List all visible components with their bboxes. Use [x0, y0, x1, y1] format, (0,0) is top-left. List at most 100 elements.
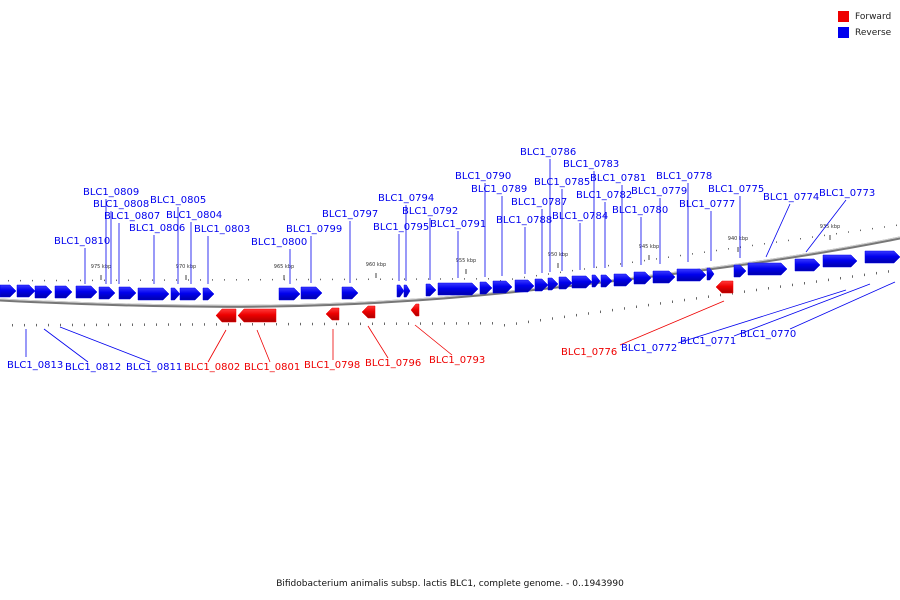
- blc1-0790-glyph: [479, 281, 493, 295]
- legend-item-forward: Forward: [838, 9, 898, 24]
- minor-dot: [456, 322, 457, 325]
- blc1-0771-glyph: [864, 250, 900, 264]
- blc1-0776-leader: [619, 300, 725, 346]
- minor-dot: [8, 279, 9, 282]
- blc1-0794-label: BLC1_0794: [378, 193, 434, 204]
- blc1-0809-glyph: [75, 285, 98, 299]
- blc1-0810-label: BLC1_0810: [54, 236, 110, 247]
- minor-dot: [416, 278, 417, 280]
- minor-dot: [680, 254, 681, 257]
- minor-dot: [308, 278, 309, 281]
- legend-item-reverse: Reverse: [838, 25, 898, 40]
- minor-dot: [528, 320, 529, 324]
- minor-dot: [668, 256, 669, 258]
- minor-dot: [612, 308, 613, 312]
- minor-dot: [648, 303, 649, 307]
- minor-dot: [56, 279, 57, 282]
- minor-dot: [656, 258, 657, 260]
- blc1-0801-leader: [256, 329, 271, 363]
- blc1-0808-label: BLC1_0808: [93, 199, 149, 210]
- blc1-0809-label: BLC1_0809: [83, 187, 139, 198]
- blc1-0794-glyph: [403, 284, 411, 298]
- minor-dot: [48, 323, 49, 327]
- blc1-0792-glyph: [425, 283, 437, 297]
- blc1-0797-label: BLC1_0797: [322, 209, 378, 220]
- minor-dot: [204, 323, 205, 326]
- minor-dot: [744, 290, 745, 293]
- blc1-0797-glyph: [341, 286, 359, 300]
- minor-dot: [584, 268, 585, 270]
- minor-dot: [32, 279, 33, 282]
- scale-label: 945 kbp: [639, 244, 659, 250]
- legend: Forward Reverse: [838, 9, 898, 41]
- minor-dot: [540, 318, 541, 322]
- minor-dot: [324, 322, 325, 326]
- scale-label: 940 kbp: [728, 236, 748, 242]
- minor-dot: [44, 279, 45, 282]
- minor-dot: [408, 322, 409, 325]
- minor-dot: [692, 253, 693, 255]
- minor-dot: [800, 238, 801, 240]
- genome-caption: Bifidobacterium animalis subsp. lactis B…: [276, 579, 624, 589]
- minor-dot: [152, 279, 153, 281]
- blc1-0796-label: BLC1_0796: [365, 358, 421, 369]
- minor-dot: [876, 271, 877, 275]
- blc1-0800-glyph: [278, 287, 301, 301]
- minor-dot: [12, 323, 13, 327]
- blc1-0789-glyph: [492, 280, 513, 294]
- minor-dot: [440, 278, 441, 280]
- minor-dot: [36, 323, 37, 327]
- minor-dot: [192, 323, 193, 326]
- blc1-0810-glyph: [54, 285, 73, 299]
- blc1-0781-label: BLC1_0781: [590, 173, 646, 184]
- blc1-0812-label: BLC1_0812: [65, 362, 121, 373]
- minor-dot: [392, 278, 393, 280]
- blc1-0773-glyph: [794, 258, 821, 272]
- minor-dot: [236, 279, 237, 281]
- minor-dot: [240, 323, 241, 326]
- minor-dot: [860, 229, 861, 232]
- blc1-0793-leader: [414, 324, 453, 356]
- minor-dot: [444, 322, 445, 325]
- scale-label: 935 kbp: [820, 224, 840, 230]
- minor-dot: [180, 323, 181, 326]
- minor-dot: [504, 324, 505, 327]
- blc1-0796-glyph: [361, 305, 376, 319]
- minor-dot: [552, 317, 553, 320]
- minor-dot: [176, 279, 177, 281]
- blc1-0779-label: BLC1_0779: [631, 186, 687, 197]
- blc1-0774-label: BLC1_0774: [763, 192, 819, 203]
- minor-dot: [836, 232, 837, 235]
- minor-dot: [300, 322, 301, 326]
- blc1-0780-glyph: [633, 271, 652, 285]
- blc1-0775-glyph: [733, 264, 747, 278]
- minor-dot: [428, 278, 429, 280]
- blc1-0772-glyph: [822, 254, 858, 268]
- blc1-0778-glyph: [676, 268, 707, 282]
- minor-dot: [432, 322, 433, 325]
- blc1-0788-glyph: [514, 279, 535, 293]
- minor-dot: [512, 278, 513, 280]
- blc1-0772-label: BLC1_0772: [621, 343, 677, 354]
- minor-dot: [812, 236, 813, 238]
- blc1-0807-glyph: [118, 286, 137, 300]
- blc1-0806-glyph: [137, 287, 170, 301]
- minor-dot: [188, 279, 189, 281]
- minor-dot: [888, 270, 889, 273]
- minor-dot: [696, 297, 697, 300]
- minor-dot: [260, 278, 261, 281]
- minor-dot: [200, 279, 201, 281]
- blc1-0811-glyph: [34, 285, 53, 299]
- minor-dot: [608, 264, 609, 267]
- blc1-0773-label: BLC1_0773: [819, 188, 875, 199]
- minor-dot: [140, 279, 141, 281]
- blc1-0776-glyph: [715, 280, 734, 294]
- minor-dot: [116, 279, 117, 282]
- blc1-0789-label: BLC1_0789: [471, 184, 527, 195]
- blc1-0799-glyph: [300, 286, 323, 300]
- blc1-0786-glyph: [547, 277, 559, 291]
- minor-dot: [684, 298, 685, 302]
- blc1-0779-glyph: [652, 270, 676, 284]
- minor-dot: [788, 239, 789, 242]
